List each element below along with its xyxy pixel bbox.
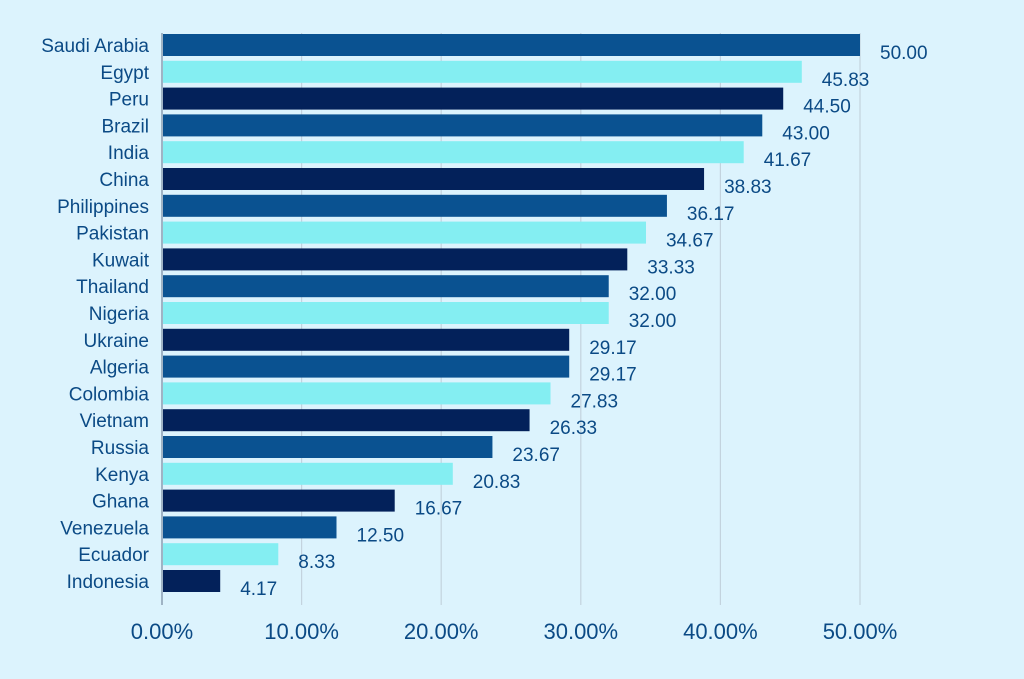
value-label: 8.33 bbox=[298, 552, 335, 573]
bar bbox=[163, 328, 570, 351]
category-label: Venezuela bbox=[60, 518, 149, 539]
category-label: Nigeria bbox=[89, 304, 150, 325]
value-label: 50.00 bbox=[880, 43, 928, 64]
value-label: 32.00 bbox=[629, 311, 677, 332]
value-label: 29.17 bbox=[589, 365, 637, 386]
value-label: 20.83 bbox=[473, 472, 521, 493]
bar bbox=[163, 462, 453, 485]
value-label: 32.00 bbox=[629, 284, 677, 305]
category-label: China bbox=[99, 170, 149, 191]
bar bbox=[163, 382, 551, 405]
x-tick-label: 0.00% bbox=[131, 619, 193, 644]
x-tick-label: 40.00% bbox=[683, 619, 758, 644]
category-label: Peru bbox=[109, 90, 149, 111]
value-label: 38.83 bbox=[724, 177, 772, 198]
category-label: Saudi Arabia bbox=[41, 36, 149, 57]
category-label: Algeria bbox=[90, 358, 150, 379]
bar bbox=[163, 543, 279, 566]
category-label: Ecuador bbox=[78, 545, 149, 566]
category-label: Colombia bbox=[69, 384, 150, 405]
category-label: Ghana bbox=[92, 492, 149, 513]
value-label: 29.17 bbox=[589, 338, 637, 359]
category-label: Brazil bbox=[101, 116, 149, 137]
category-label: Philippines bbox=[57, 197, 149, 218]
bar bbox=[163, 436, 493, 458]
bar bbox=[163, 409, 530, 432]
value-label: 33.33 bbox=[647, 257, 695, 278]
value-label: 12.50 bbox=[357, 525, 405, 546]
bar bbox=[163, 221, 646, 244]
value-label: 45.83 bbox=[822, 70, 870, 91]
bar bbox=[163, 60, 802, 83]
value-label: 26.33 bbox=[550, 418, 598, 439]
bar bbox=[163, 168, 705, 190]
category-label: Indonesia bbox=[67, 572, 150, 593]
bar bbox=[163, 302, 609, 324]
value-label: 16.67 bbox=[415, 499, 463, 520]
x-tick-label: 50.00% bbox=[823, 619, 898, 644]
x-tick-label: 30.00% bbox=[543, 619, 618, 644]
bar bbox=[163, 194, 667, 217]
bar bbox=[163, 141, 744, 164]
value-label: 41.67 bbox=[764, 150, 812, 171]
value-label: 36.17 bbox=[687, 204, 735, 225]
category-label: Russia bbox=[91, 438, 150, 459]
value-label: 44.50 bbox=[803, 97, 851, 118]
bar bbox=[163, 355, 570, 378]
bar bbox=[163, 275, 609, 298]
x-tick-label: 10.00% bbox=[264, 619, 339, 644]
bar bbox=[163, 570, 221, 592]
category-label: Thailand bbox=[76, 277, 149, 298]
value-label: 43.00 bbox=[782, 123, 830, 144]
category-label: India bbox=[108, 143, 150, 164]
value-label: 34.67 bbox=[666, 231, 714, 252]
bar bbox=[163, 87, 784, 110]
bar bbox=[163, 248, 628, 271]
category-label: Pakistan bbox=[76, 224, 149, 245]
bar bbox=[163, 34, 860, 56]
value-label: 27.83 bbox=[571, 391, 619, 412]
category-label: Kenya bbox=[95, 465, 149, 486]
x-tick-label: 20.00% bbox=[404, 619, 479, 644]
category-label: Vietnam bbox=[80, 411, 149, 432]
bar bbox=[163, 516, 337, 539]
bar bbox=[163, 114, 763, 137]
category-label: Ukraine bbox=[84, 331, 149, 352]
bar bbox=[163, 489, 395, 512]
value-label: 4.17 bbox=[240, 579, 277, 600]
category-label: Kuwait bbox=[92, 250, 150, 271]
category-label: Egypt bbox=[100, 63, 149, 84]
value-label: 23.67 bbox=[512, 445, 560, 466]
